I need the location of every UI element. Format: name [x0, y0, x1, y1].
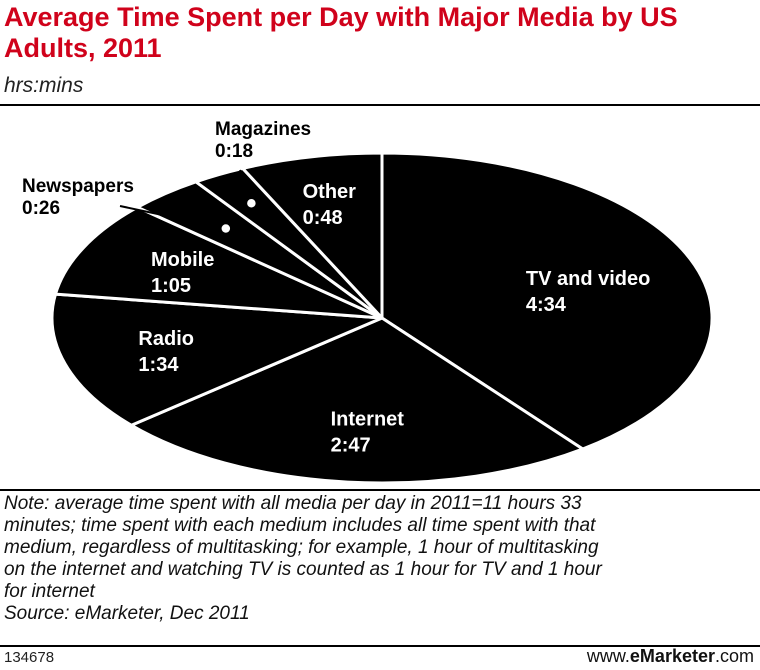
- top-divider: [0, 104, 760, 106]
- slice-label-newspapers: Newspapers 0:26: [22, 176, 134, 219]
- source-line: Source: eMarketer, Dec 2011: [4, 603, 250, 624]
- chart-id: 134678: [4, 649, 55, 666]
- note-line: on the internet and watching TV is count…: [4, 559, 602, 580]
- pie-slice-mobile: [54, 205, 384, 320]
- pie-slice-internet: [129, 316, 585, 485]
- slice-label-other: Other 0:48: [303, 181, 357, 229]
- callout-line-newspapers: [119, 205, 227, 230]
- slice-label-radio: Radio 1:34: [138, 328, 194, 376]
- callout-line-magazines: [239, 169, 253, 204]
- note-line: for internet: [4, 581, 95, 602]
- chart-title: Average Time Spent per Day with Major Me…: [4, 2, 678, 63]
- brand-prefix: www.: [586, 646, 630, 666]
- pie-slice-tv-and-video: [380, 151, 714, 451]
- pie-slice-radio: [50, 292, 384, 427]
- slice-label-tv-and-video: TV and video 4:34: [526, 268, 650, 316]
- slice-label-mobile: Mobile 1:05: [151, 249, 214, 297]
- slice-label-internet: Internet 2:47: [331, 409, 405, 457]
- note-line: Note: average time spent with all media …: [4, 493, 582, 514]
- chart-subtitle: hrs:mins: [4, 74, 84, 97]
- slice-label-magazines: Magazines 0:18: [215, 119, 311, 162]
- footer-divider: [0, 645, 760, 647]
- brand-name: eMarketer: [629, 646, 715, 666]
- brand-link[interactable]: www.eMarketer.com: [587, 646, 754, 667]
- chart-note: Note: average time spent with all media …: [4, 493, 754, 625]
- callout-dot-magazines: [245, 197, 258, 210]
- callout-dot-newspapers: [220, 222, 232, 235]
- note-line: medium, regardless of multitasking; for …: [4, 537, 599, 558]
- pie-chart: TV and video 4:34 Internet 2:47 Radio 1:34 Mob…: [22, 119, 714, 485]
- note-line: minutes; time spent with each medium inc…: [4, 515, 596, 536]
- brand-suffix: .com: [714, 646, 754, 666]
- pie-slice-other: [241, 151, 384, 320]
- bottom-divider: [0, 489, 760, 491]
